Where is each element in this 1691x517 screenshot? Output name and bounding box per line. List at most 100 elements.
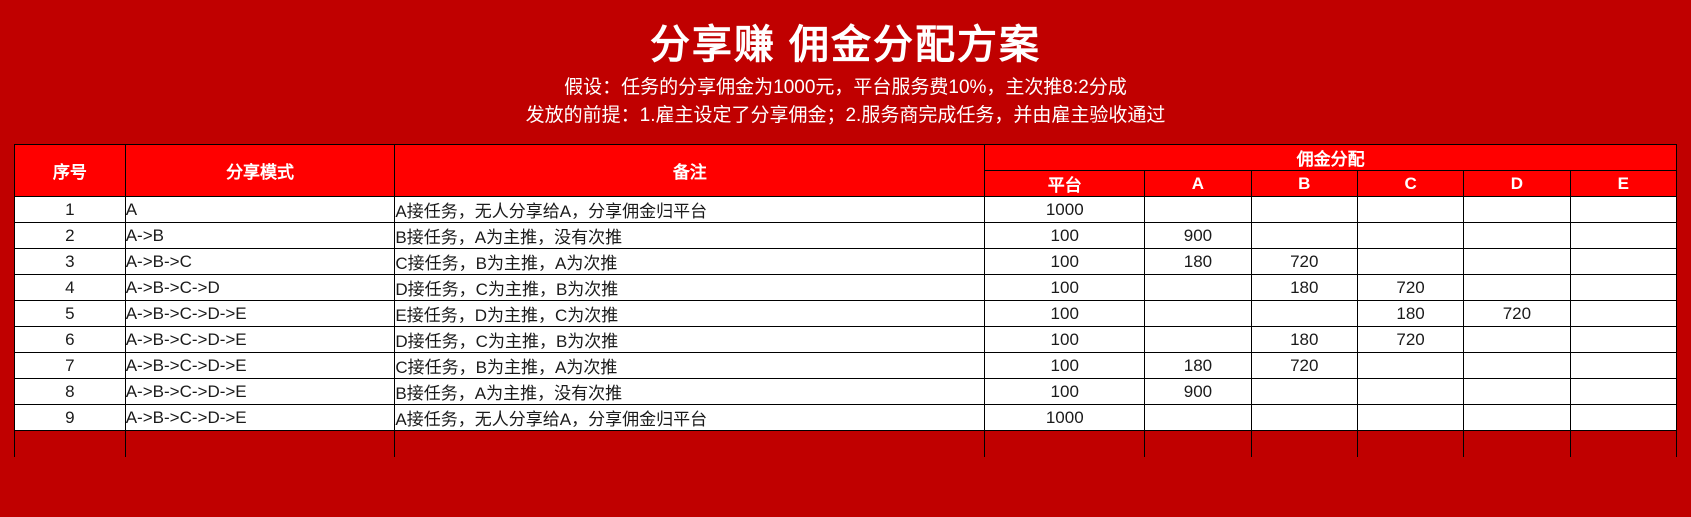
cell-d[interactable] xyxy=(1463,248,1571,276)
cell-b[interactable] xyxy=(1250,404,1358,432)
cell-a[interactable] xyxy=(1144,300,1252,328)
cell-a[interactable]: 180 xyxy=(1144,352,1252,380)
cell-c[interactable] xyxy=(1356,378,1465,406)
cell-platform[interactable]: 100 xyxy=(984,222,1146,250)
cell-note[interactable]: A接任务，无人分享给A，分享佣金归平台 xyxy=(394,404,986,432)
cell-b[interactable] xyxy=(1250,196,1358,224)
table-row[interactable]: 7 A->B->C->D->E C接任务，B为主推，A为次推 100 180 7… xyxy=(14,352,1678,380)
cell-d[interactable] xyxy=(1463,274,1571,302)
cell-c[interactable] xyxy=(1356,222,1465,250)
cell-platform[interactable]: 100 xyxy=(984,378,1146,406)
cell-note[interactable]: D接任务，C为主推，B为次推 xyxy=(394,274,986,302)
cell-c[interactable] xyxy=(1356,248,1465,276)
cell-index[interactable]: 4 xyxy=(14,274,126,302)
cell-note[interactable]: A接任务，无人分享给A，分享佣金归平台 xyxy=(394,196,986,224)
cell-d[interactable] xyxy=(1463,378,1571,406)
cell-d[interactable] xyxy=(1463,196,1571,224)
cell-e[interactable] xyxy=(1569,196,1678,224)
column-header-platform[interactable]: 平台 xyxy=(984,170,1146,198)
cell-mode[interactable]: A xyxy=(124,196,396,224)
cell-platform[interactable]: 100 xyxy=(984,248,1146,276)
cell-b[interactable]: 180 xyxy=(1250,274,1358,302)
cell-note[interactable]: C接任务，B为主推，A为次推 xyxy=(394,248,986,276)
column-header-e[interactable]: E xyxy=(1569,170,1678,198)
cell-mode[interactable]: A->B->C->D xyxy=(124,274,396,302)
table-row[interactable]: 2 A->B B接任务，A为主推，没有次推 100 900 xyxy=(14,222,1678,250)
column-header-note[interactable]: 备注 xyxy=(394,144,986,198)
cell-index[interactable]: 9 xyxy=(14,404,126,432)
column-header-c[interactable]: C xyxy=(1356,170,1465,198)
cell-a[interactable]: 900 xyxy=(1144,222,1252,250)
table-row[interactable]: 1 A A接任务，无人分享给A，分享佣金归平台 1000 xyxy=(14,196,1678,224)
cell-d[interactable] xyxy=(1463,404,1571,432)
table-row[interactable]: 8 A->B->C->D->E B接任务，A为主推，没有次推 100 900 xyxy=(14,378,1678,406)
cell-mode[interactable]: A->B->C->D->E xyxy=(124,352,396,380)
cell-c[interactable]: 180 xyxy=(1356,300,1465,328)
cell-d[interactable]: 720 xyxy=(1463,300,1571,328)
cell-d[interactable] xyxy=(1463,222,1571,250)
cell-mode[interactable]: A->B->C->D->E xyxy=(124,404,396,432)
cell-a[interactable]: 180 xyxy=(1144,248,1252,276)
cell-c[interactable]: 720 xyxy=(1356,274,1465,302)
cell-c[interactable] xyxy=(1356,196,1465,224)
column-header-b[interactable]: B xyxy=(1250,170,1358,198)
cell-platform[interactable]: 100 xyxy=(984,274,1146,302)
cell-a[interactable] xyxy=(1144,404,1252,432)
column-header-d[interactable]: D xyxy=(1463,170,1571,198)
cell-a[interactable] xyxy=(1144,274,1252,302)
cell-platform[interactable]: 100 xyxy=(984,300,1146,328)
table-row[interactable]: 5 A->B->C->D->E E接任务，D为主推，C为次推 100 180 7… xyxy=(14,300,1678,328)
cell-index[interactable]: 5 xyxy=(14,300,126,328)
cell-mode[interactable]: A->B xyxy=(124,222,396,250)
cell-index[interactable]: 3 xyxy=(14,248,126,276)
cell-e[interactable] xyxy=(1569,352,1678,380)
cell-b[interactable] xyxy=(1250,378,1358,406)
cell-index[interactable]: 1 xyxy=(14,196,126,224)
cell-b[interactable]: 720 xyxy=(1250,248,1358,276)
table-row[interactable]: 4 A->B->C->D D接任务，C为主推，B为次推 100 180 720 xyxy=(14,274,1678,302)
table-row[interactable]: 9 A->B->C->D->E A接任务，无人分享给A，分享佣金归平台 1000 xyxy=(14,404,1678,432)
cell-b[interactable]: 720 xyxy=(1250,352,1358,380)
column-header-index[interactable]: 序号 xyxy=(14,144,126,198)
cell-index[interactable]: 6 xyxy=(14,326,126,354)
cell-d[interactable] xyxy=(1463,352,1571,380)
cell-a[interactable] xyxy=(1144,326,1252,354)
cell-platform[interactable]: 1000 xyxy=(984,196,1146,224)
column-header-a[interactable]: A xyxy=(1144,170,1252,198)
cell-a[interactable]: 900 xyxy=(1144,378,1252,406)
cell-platform[interactable]: 1000 xyxy=(984,404,1146,432)
cell-c[interactable] xyxy=(1356,352,1465,380)
cell-e[interactable] xyxy=(1569,222,1678,250)
cell-e[interactable] xyxy=(1569,300,1678,328)
cell-platform[interactable]: 100 xyxy=(984,326,1146,354)
cell-a[interactable] xyxy=(1144,196,1252,224)
cell-index[interactable]: 2 xyxy=(14,222,126,250)
cell-note[interactable]: D接任务，C为主推，B为次推 xyxy=(394,326,986,354)
cell-mode[interactable]: A->B->C xyxy=(124,248,396,276)
cell-platform[interactable]: 100 xyxy=(984,352,1146,380)
table-row[interactable]: 3 A->B->C C接任务，B为主推，A为次推 100 180 720 xyxy=(14,248,1678,276)
cell-e[interactable] xyxy=(1569,378,1678,406)
cell-index[interactable]: 8 xyxy=(14,378,126,406)
cell-e[interactable] xyxy=(1569,404,1678,432)
cell-e[interactable] xyxy=(1569,248,1678,276)
cell-note[interactable]: C接任务，B为主推，A为次推 xyxy=(394,352,986,380)
cell-note[interactable]: B接任务，A为主推，没有次推 xyxy=(394,222,986,250)
cell-index[interactable]: 7 xyxy=(14,352,126,380)
cell-mode[interactable]: A->B->C->D->E xyxy=(124,300,396,328)
cell-c[interactable] xyxy=(1356,404,1465,432)
cell-c[interactable]: 720 xyxy=(1356,326,1465,354)
cell-mode[interactable]: A->B->C->D->E xyxy=(124,326,396,354)
column-group-header-commission[interactable]: 佣金分配 xyxy=(984,144,1677,172)
table-row[interactable]: 6 A->B->C->D->E D接任务，C为主推，B为次推 100 180 7… xyxy=(14,326,1678,354)
cell-e[interactable] xyxy=(1569,326,1678,354)
cell-note[interactable]: E接任务，D为主推，C为次推 xyxy=(394,300,986,328)
cell-e[interactable] xyxy=(1569,274,1678,302)
cell-mode[interactable]: A->B->C->D->E xyxy=(124,378,396,406)
cell-note[interactable]: B接任务，A为主推，没有次推 xyxy=(394,378,986,406)
cell-b[interactable] xyxy=(1250,300,1358,328)
column-header-mode[interactable]: 分享模式 xyxy=(124,144,396,198)
cell-b[interactable] xyxy=(1250,222,1358,250)
cell-d[interactable] xyxy=(1463,326,1571,354)
cell-b[interactable]: 180 xyxy=(1250,326,1358,354)
